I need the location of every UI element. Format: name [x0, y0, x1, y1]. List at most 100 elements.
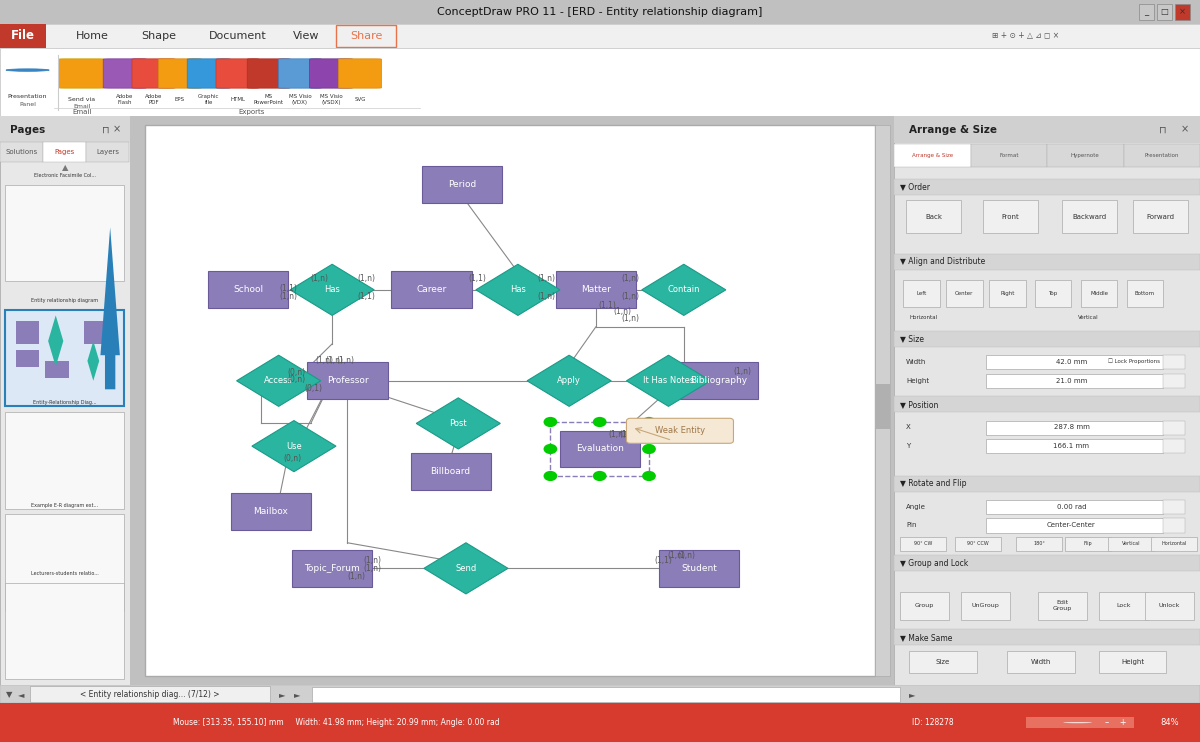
Text: Contain: Contain	[667, 286, 700, 295]
Text: MS
PowerPoint: MS PowerPoint	[254, 94, 284, 105]
Circle shape	[1063, 722, 1092, 723]
Text: Pages: Pages	[55, 149, 74, 155]
Bar	[894, 179, 1200, 195]
Text: (1,n): (1,n)	[608, 430, 626, 439]
Text: Home: Home	[76, 31, 109, 41]
Text: (1,n): (1,n)	[310, 274, 328, 283]
Text: Y: Y	[906, 442, 911, 449]
Text: 166.1 mm: 166.1 mm	[1054, 442, 1090, 449]
Text: Lock: Lock	[1116, 603, 1130, 608]
Circle shape	[544, 471, 557, 481]
Text: □: □	[1160, 7, 1168, 16]
Bar	[906, 200, 961, 233]
Bar	[1066, 536, 1111, 551]
Text: ▼ Order: ▼ Order	[900, 183, 930, 191]
Circle shape	[6, 69, 49, 71]
Bar	[986, 439, 1163, 453]
FancyBboxPatch shape	[216, 59, 259, 88]
Bar	[1151, 536, 1196, 551]
Bar	[16, 349, 38, 367]
Bar	[410, 453, 491, 490]
Bar	[208, 272, 288, 309]
Polygon shape	[476, 264, 560, 315]
Polygon shape	[252, 421, 336, 472]
Bar	[5, 514, 125, 611]
Text: ×: ×	[1181, 125, 1189, 134]
Text: Student: Student	[682, 564, 718, 573]
Text: (1,1): (1,1)	[620, 430, 637, 439]
FancyBboxPatch shape	[132, 59, 175, 88]
Bar	[875, 125, 890, 677]
Bar	[551, 422, 649, 476]
Text: Middle: Middle	[1090, 291, 1108, 296]
Bar	[900, 536, 946, 551]
Text: Professor: Professor	[326, 376, 368, 385]
Text: (1,n): (1,n)	[613, 307, 631, 316]
Text: Format: Format	[998, 153, 1019, 157]
Bar	[5, 582, 125, 679]
Bar	[230, 493, 311, 530]
Text: Size: Size	[936, 659, 950, 665]
Bar	[986, 421, 1163, 435]
Text: Send via: Send via	[68, 97, 95, 102]
Text: Use: Use	[286, 441, 302, 450]
Bar	[1026, 717, 1134, 729]
Bar	[391, 272, 472, 309]
Text: ▲: ▲	[61, 163, 68, 172]
Text: (1,n): (1,n)	[348, 572, 366, 582]
Text: Entity-Relationship Diag...: Entity-Relationship Diag...	[34, 400, 96, 405]
Text: Adobe
Flash: Adobe Flash	[116, 94, 133, 105]
Text: EPS: EPS	[175, 97, 185, 102]
Text: Height: Height	[1121, 659, 1145, 665]
Polygon shape	[48, 315, 64, 367]
Text: (1,n): (1,n)	[622, 314, 640, 323]
Bar	[904, 280, 940, 307]
Text: Arrange & Size: Arrange & Size	[912, 153, 953, 157]
Bar	[900, 592, 949, 620]
Text: Share: Share	[350, 31, 382, 41]
Text: (1,1): (1,1)	[468, 274, 486, 283]
Polygon shape	[424, 542, 508, 594]
Text: Access: Access	[264, 376, 293, 385]
Bar	[30, 686, 270, 702]
Text: ID: 128278: ID: 128278	[912, 718, 954, 727]
Text: Period: Period	[448, 180, 476, 189]
Circle shape	[642, 471, 656, 481]
Text: File: File	[11, 30, 35, 42]
Text: View: View	[293, 31, 319, 41]
Text: Billboard: Billboard	[431, 467, 470, 476]
Text: (1,1): (1,1)	[599, 301, 617, 309]
Bar	[292, 550, 372, 587]
Circle shape	[593, 417, 606, 427]
Bar	[5, 309, 125, 407]
Text: Apply: Apply	[557, 376, 581, 385]
Text: Mailbox: Mailbox	[253, 507, 288, 516]
Bar	[312, 687, 900, 702]
Text: Bibliography: Bibliography	[690, 376, 746, 385]
Polygon shape	[527, 355, 611, 407]
Bar	[961, 592, 1010, 620]
Text: ⊓: ⊓	[1159, 125, 1168, 134]
Text: Group: Group	[914, 603, 935, 608]
Text: (0,n): (0,n)	[287, 375, 305, 384]
Bar	[1139, 4, 1154, 20]
Text: 90° CCW: 90° CCW	[967, 541, 989, 546]
Bar	[1157, 4, 1172, 20]
Bar	[894, 555, 1200, 571]
Text: Forward: Forward	[1146, 214, 1175, 220]
Text: Presentation: Presentation	[1145, 153, 1178, 157]
Text: ►: ►	[294, 689, 301, 699]
Bar	[336, 25, 396, 47]
Bar	[1163, 355, 1184, 370]
Text: Shape: Shape	[140, 31, 176, 41]
Text: Width: Width	[1031, 659, 1051, 665]
Bar	[894, 476, 1200, 492]
Bar	[659, 550, 739, 587]
Bar	[1163, 421, 1184, 435]
Bar	[1081, 280, 1117, 307]
Polygon shape	[626, 355, 710, 407]
Bar	[1133, 200, 1188, 233]
Text: ×: ×	[1178, 7, 1186, 16]
Bar	[1016, 536, 1062, 551]
Text: ☐ Lock Proportions: ☐ Lock Proportions	[1109, 358, 1160, 364]
